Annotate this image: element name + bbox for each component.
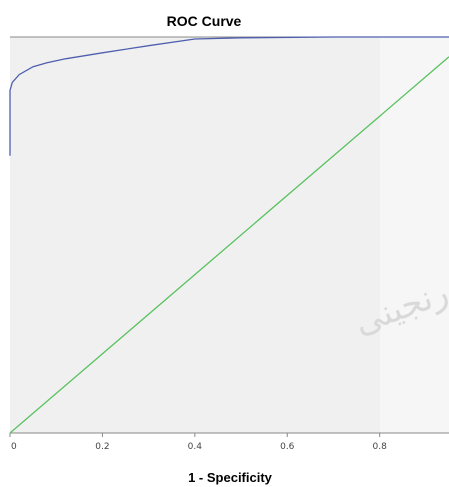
chart-title: ROC Curve xyxy=(167,13,242,29)
x-tick-label: 0.4 xyxy=(188,442,203,452)
x-tick-label: 0.8 xyxy=(373,442,388,452)
x-tick-label: 0 xyxy=(11,442,17,452)
roc-curve-line xyxy=(9,36,449,156)
x-tick-label: 0.6 xyxy=(280,442,295,452)
reference-diagonal-line xyxy=(9,56,449,434)
series-layer xyxy=(9,36,449,434)
plot-area-right-band xyxy=(380,37,449,433)
x-axis-label: 1 - Specificity xyxy=(188,470,273,485)
x-axis-ticks: 0 0.2 0.4 0.6 0.8 xyxy=(9,433,388,452)
plot-area xyxy=(10,37,449,433)
x-tick-label: 0.2 xyxy=(95,442,109,452)
